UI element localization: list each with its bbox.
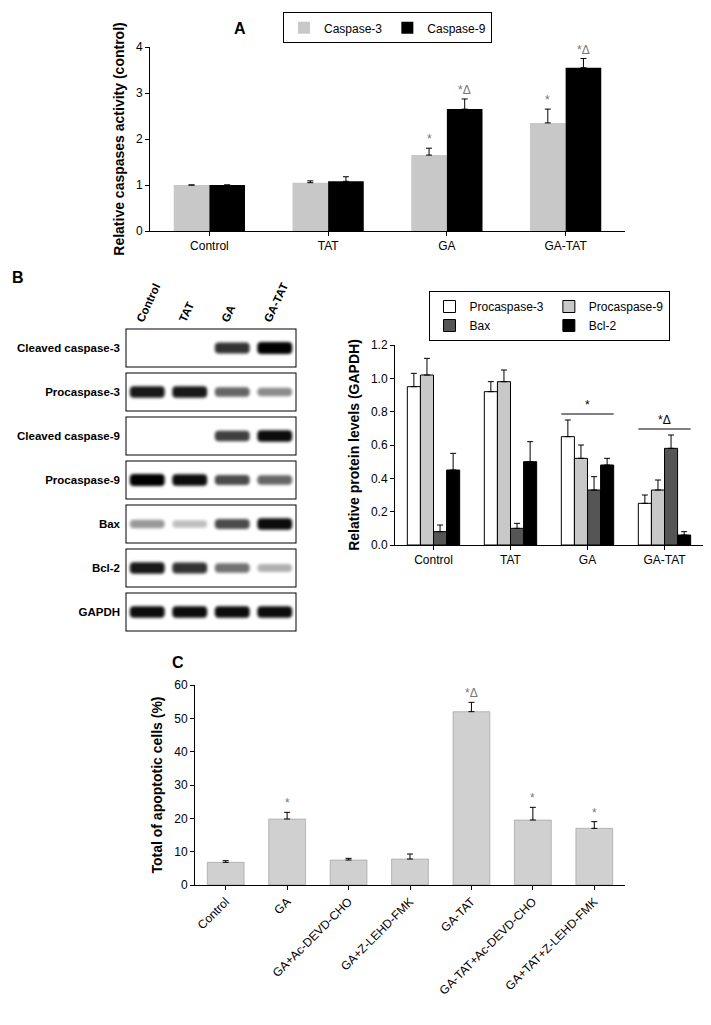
svg-text:Bcl-2: Bcl-2 <box>92 562 120 574</box>
svg-text:Relative protein levels (GAPDH: Relative protein levels (GAPDH) <box>346 339 362 551</box>
svg-text:*Δ: *Δ <box>458 83 471 97</box>
svg-text:GA+Ac-DEVD-CHO: GA+Ac-DEVD-CHO <box>270 895 355 980</box>
svg-text:0.8: 0.8 <box>371 405 388 419</box>
svg-text:30: 30 <box>174 778 188 792</box>
svg-text:Cleaved caspase-3: Cleaved caspase-3 <box>17 342 120 354</box>
svg-text:GA-TAT: GA-TAT <box>643 553 686 567</box>
svg-text:GA: GA <box>579 553 596 567</box>
svg-text:Control: Control <box>134 282 162 324</box>
svg-text:60: 60 <box>174 678 188 692</box>
svg-text:1.0: 1.0 <box>371 372 388 386</box>
svg-text:0: 0 <box>181 878 188 892</box>
svg-text:A: A <box>234 20 246 37</box>
svg-text:Procaspase-3: Procaspase-3 <box>470 300 544 314</box>
svg-text:40: 40 <box>174 745 188 759</box>
svg-text:*: * <box>530 791 535 805</box>
svg-text:20: 20 <box>174 812 188 826</box>
svg-text:Bcl-2: Bcl-2 <box>589 319 617 333</box>
svg-text:*Δ: *Δ <box>465 686 478 700</box>
svg-text:GA-TAT+Ac-DEVD-CHO: GA-TAT+Ac-DEVD-CHO <box>437 895 540 998</box>
svg-text:GA-TAT: GA-TAT <box>262 281 291 324</box>
svg-text:*: * <box>285 796 290 810</box>
svg-text:50: 50 <box>174 712 188 726</box>
svg-text:4: 4 <box>136 40 143 54</box>
svg-text:*: * <box>545 93 550 107</box>
svg-text:GA+Z-LEHD-FMK: GA+Z-LEHD-FMK <box>338 895 416 973</box>
svg-text:GA: GA <box>271 895 293 917</box>
svg-text:0.4: 0.4 <box>371 472 388 486</box>
svg-text:*: * <box>427 132 432 146</box>
svg-text:Caspase-9: Caspase-9 <box>427 22 485 36</box>
svg-text:1.2: 1.2 <box>371 338 388 352</box>
svg-text:Control: Control <box>190 239 229 253</box>
svg-text:GA-TAT: GA-TAT <box>545 239 588 253</box>
svg-text:1: 1 <box>136 178 143 192</box>
svg-text:GA+TAT+Z-LEHD-FMK: GA+TAT+Z-LEHD-FMK <box>502 895 600 993</box>
svg-text:*: * <box>592 806 597 820</box>
svg-text:2: 2 <box>136 132 143 146</box>
svg-text:GA: GA <box>438 239 455 253</box>
svg-text:Relative caspases activity (co: Relative caspases activity (control) <box>111 22 127 255</box>
svg-text:0.2: 0.2 <box>371 505 388 519</box>
svg-text:*Δ: *Δ <box>577 43 590 57</box>
svg-text:TAT: TAT <box>500 553 522 567</box>
svg-text:Bax: Bax <box>99 518 121 530</box>
svg-text:Procaspase-9: Procaspase-9 <box>45 474 120 486</box>
svg-text:0.0: 0.0 <box>371 538 388 552</box>
svg-text:*Δ: *Δ <box>658 413 671 427</box>
svg-text:0: 0 <box>136 224 143 238</box>
svg-text:Control: Control <box>195 895 232 932</box>
svg-text:Total of apoptotic cells (%): Total of apoptotic cells (%) <box>149 696 165 873</box>
svg-text:Control: Control <box>414 553 453 567</box>
svg-text:Procaspase-3: Procaspase-3 <box>45 386 120 398</box>
svg-text:B: B <box>12 269 24 286</box>
svg-text:TAT: TAT <box>177 300 197 324</box>
svg-text:C: C <box>172 654 184 671</box>
svg-text:GAPDH: GAPDH <box>78 606 120 618</box>
svg-text:0.6: 0.6 <box>371 438 388 452</box>
svg-text:3: 3 <box>136 86 143 100</box>
svg-text:*: * <box>585 398 590 412</box>
svg-text:10: 10 <box>174 845 188 859</box>
svg-text:TAT: TAT <box>318 239 340 253</box>
svg-text:Cleaved caspase-9: Cleaved caspase-9 <box>17 430 120 442</box>
svg-text:GA: GA <box>219 303 237 324</box>
svg-text:GA-TAT: GA-TAT <box>438 894 478 934</box>
svg-text:Bax: Bax <box>470 319 491 333</box>
svg-text:Procaspase-9: Procaspase-9 <box>589 300 663 314</box>
svg-text:Caspase-3: Caspase-3 <box>324 22 382 36</box>
